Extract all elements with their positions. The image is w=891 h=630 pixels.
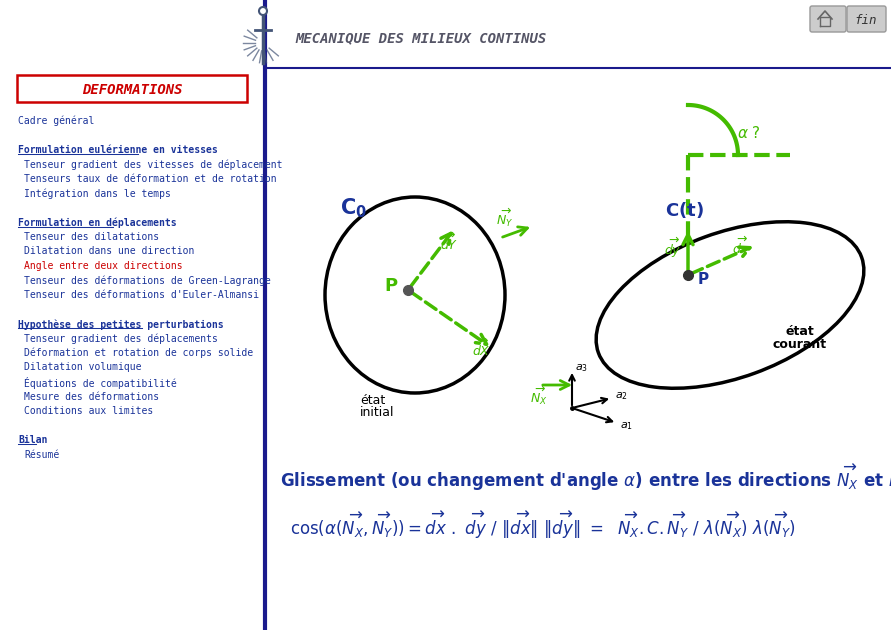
Text: $a_3$: $a_3$ [575, 362, 588, 374]
Text: P: P [384, 277, 397, 295]
Text: DEFORMATIONS: DEFORMATIONS [82, 83, 183, 97]
FancyBboxPatch shape [810, 6, 846, 32]
Text: $\cos(\alpha(\overrightarrow{N_X},\overrightarrow{N_Y})) = \overrightarrow{dx}\ : $\cos(\alpha(\overrightarrow{N_X},\overr… [290, 510, 796, 541]
Text: Tenseur des déformations de Green-Lagrange: Tenseur des déformations de Green-Lagran… [24, 275, 271, 286]
Text: fin: fin [854, 13, 878, 26]
Text: Formulation eulérienne en vitesses: Formulation eulérienne en vitesses [18, 145, 217, 155]
Text: Angle entre deux directions: Angle entre deux directions [24, 261, 183, 271]
FancyBboxPatch shape [17, 75, 247, 102]
Text: Déformation et rotation de corps solide: Déformation et rotation de corps solide [24, 348, 253, 358]
FancyBboxPatch shape [847, 6, 886, 32]
Text: état: état [360, 394, 385, 407]
Text: $\overrightarrow{N_Y}$: $\overrightarrow{N_Y}$ [496, 207, 513, 229]
Ellipse shape [596, 222, 864, 388]
Circle shape [259, 7, 267, 15]
Text: $a_2$: $a_2$ [615, 390, 628, 402]
Text: Formulation en déplacements: Formulation en déplacements [18, 217, 176, 228]
Text: $\overrightarrow{dY}$: $\overrightarrow{dY}$ [440, 231, 458, 253]
Text: $\mathbf{C(t)}$: $\mathbf{C(t)}$ [665, 200, 704, 220]
Text: Résumé: Résumé [24, 449, 59, 459]
Text: Cadre général: Cadre général [18, 116, 94, 127]
Text: $a_1$: $a_1$ [620, 420, 633, 432]
Text: Tenseur des déformations d'Euler-Almansi: Tenseur des déformations d'Euler-Almansi [24, 290, 259, 300]
Text: $\alpha$ ?: $\alpha$ ? [737, 125, 761, 141]
Text: MECANIQUE DES MILIEUX CONTINUS: MECANIQUE DES MILIEUX CONTINUS [295, 31, 546, 45]
Text: P: P [698, 273, 709, 287]
Text: Conditions aux limites: Conditions aux limites [24, 406, 153, 416]
Text: $\overrightarrow{N_X}$: $\overrightarrow{N_X}$ [530, 385, 547, 407]
Text: Tenseurs taux de déformation et de rotation: Tenseurs taux de déformation et de rotat… [24, 174, 276, 184]
Text: Glissement (ou changement d'angle $\alpha$) entre les directions $\overrightarro: Glissement (ou changement d'angle $\alph… [280, 463, 891, 493]
Text: état: état [786, 325, 814, 338]
Text: Intégration dans le temps: Intégration dans le temps [24, 188, 171, 199]
Text: Tenseur gradient des déplacements: Tenseur gradient des déplacements [24, 333, 218, 344]
Text: Dilatation dans une direction: Dilatation dans une direction [24, 246, 194, 256]
Text: $\overrightarrow{dx}$: $\overrightarrow{dx}$ [732, 236, 749, 256]
Text: $\mathbf{C_0}$: $\mathbf{C_0}$ [340, 196, 367, 220]
Text: Équations de compatibilité: Équations de compatibilité [24, 377, 176, 389]
Text: Tenseur gradient des vitesses de déplacement: Tenseur gradient des vitesses de déplace… [24, 159, 282, 170]
Text: $\overrightarrow{dy}$: $\overrightarrow{dy}$ [664, 236, 682, 260]
Text: Bilan: Bilan [18, 435, 47, 445]
Text: $\overrightarrow{dX}$: $\overrightarrow{dX}$ [472, 338, 491, 358]
Text: initial: initial [360, 406, 395, 419]
Text: Mesure des déformations: Mesure des déformations [24, 391, 159, 401]
Text: Dilatation volumique: Dilatation volumique [24, 362, 142, 372]
Text: courant: courant [772, 338, 827, 351]
Ellipse shape [325, 197, 505, 393]
Text: Tenseur des dilatations: Tenseur des dilatations [24, 232, 159, 242]
Text: Hypothèse des petites perturbations: Hypothèse des petites perturbations [18, 319, 224, 329]
